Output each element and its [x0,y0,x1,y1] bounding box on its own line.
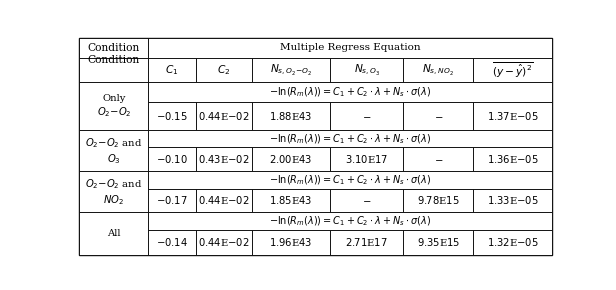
Text: $2.71$E$17$: $2.71$E$17$ [346,236,388,249]
Text: $9.78$E$15$: $9.78$E$15$ [417,194,460,206]
Text: $-\ln(R_m(\lambda)) = C_1 + C_2 \cdot \lambda + N_s \cdot \sigma(\lambda)$: $-\ln(R_m(\lambda)) = C_1 + C_2 \cdot \l… [269,132,431,146]
Bar [473,148,552,171]
Bar [196,230,251,255]
Text: $C_1$: $C_1$ [166,63,179,77]
Bar [148,58,196,82]
Text: $0.44$E$-02$: $0.44$E$-02$ [198,110,249,122]
Bar [330,188,403,212]
Text: $-$: $-$ [434,155,443,164]
Text: $1.96$E$43$: $1.96$E$43$ [269,236,312,249]
Text: Only
$O_2$$-$$O_2$: Only $O_2$$-$$O_2$ [97,94,131,119]
Bar [330,102,403,130]
Text: $1.37$E$-05$: $1.37$E$-05$ [487,110,538,122]
Bar [79,212,148,255]
Bar [473,58,552,82]
Text: Condition: Condition [87,43,140,53]
Text: $N_{s,NO_2}$: $N_{s,NO_2}$ [423,63,454,78]
Bar [403,148,473,171]
Text: $O_2$$-$$O_2$ and
$O_3$: $O_2$$-$$O_2$ and $O_3$ [85,136,142,166]
Text: $\overline{(y-\hat{y})^2}$: $\overline{(y-\hat{y})^2}$ [492,61,533,79]
Text: $9.35$E$15$: $9.35$E$15$ [416,236,460,249]
Text: $-\ln(R_m(\lambda)) = C_1 + C_2 \cdot \lambda + N_s \cdot \sigma(\lambda)$: $-\ln(R_m(\lambda)) = C_1 + C_2 \cdot \l… [269,214,431,228]
Bar [148,82,552,102]
Bar [148,171,552,188]
Bar [403,230,473,255]
Text: Condition: Condition [87,55,140,65]
Bar [148,230,196,255]
Bar [196,102,251,130]
Text: $1.32$E$-05$: $1.32$E$-05$ [487,236,538,249]
Bar [148,38,552,58]
Bar [330,58,403,82]
Bar [403,102,473,130]
Text: $-0.17$: $-0.17$ [156,194,188,206]
Bar [330,230,403,255]
Text: $-$: $-$ [362,196,371,205]
Text: $-0.15$: $-0.15$ [156,110,188,122]
Text: $N_{s,O_2\!-\!O_2}$: $N_{s,O_2\!-\!O_2}$ [270,63,312,78]
Bar [79,171,148,212]
Bar [473,102,552,130]
Text: $-$: $-$ [362,112,371,121]
Text: $-\ln(R_m(\lambda)) = C_1 + C_2 \cdot \lambda + N_s \cdot \sigma(\lambda)$: $-\ln(R_m(\lambda)) = C_1 + C_2 \cdot \l… [269,173,431,187]
Bar [196,58,251,82]
Bar [148,130,552,148]
Text: $2.00$E$43$: $2.00$E$43$ [269,153,312,165]
Text: $C_2$: $C_2$ [217,63,230,77]
Text: $1.88$E$43$: $1.88$E$43$ [269,110,312,122]
Bar [79,58,148,82]
Bar [251,58,330,82]
Bar [251,188,330,212]
Text: $1.85$E$43$: $1.85$E$43$ [269,194,312,206]
Text: $-$: $-$ [434,112,443,121]
Bar [148,102,196,130]
Bar [251,148,330,171]
Bar [79,130,148,171]
Text: $-0.14$: $-0.14$ [156,236,188,249]
Bar [403,58,473,82]
Text: $0.43$E$-02$: $0.43$E$-02$ [198,153,249,165]
Bar [79,38,148,58]
Bar [473,188,552,212]
Text: Multiple Regress Equation: Multiple Regress Equation [280,44,421,52]
Text: $-\ln(R_m(\lambda)) = C_1 + C_2 \cdot \lambda + N_s \cdot \sigma(\lambda)$: $-\ln(R_m(\lambda)) = C_1 + C_2 \cdot \l… [269,86,431,99]
Bar [403,188,473,212]
Bar [473,230,552,255]
Bar [196,188,251,212]
Text: $O_2$$-$$O_2$ and
$NO_2$: $O_2$$-$$O_2$ and $NO_2$ [85,177,142,206]
Text: All: All [107,229,121,238]
Bar [251,102,330,130]
Text: $-0.10$: $-0.10$ [156,153,188,165]
Bar [148,148,196,171]
Bar [79,82,148,130]
Bar [251,230,330,255]
Bar [196,148,251,171]
Text: $N_{s,O_3}$: $N_{s,O_3}$ [354,63,380,78]
Text: $0.44$E$-02$: $0.44$E$-02$ [198,236,249,249]
Bar [148,188,196,212]
Text: $1.36$E$-05$: $1.36$E$-05$ [487,153,538,165]
Text: $0.44$E$-02$: $0.44$E$-02$ [198,194,249,206]
Text: $3.10$E$17$: $3.10$E$17$ [345,153,389,165]
Bar [148,212,552,230]
Bar [330,148,403,171]
Text: $1.33$E$-05$: $1.33$E$-05$ [487,194,538,206]
